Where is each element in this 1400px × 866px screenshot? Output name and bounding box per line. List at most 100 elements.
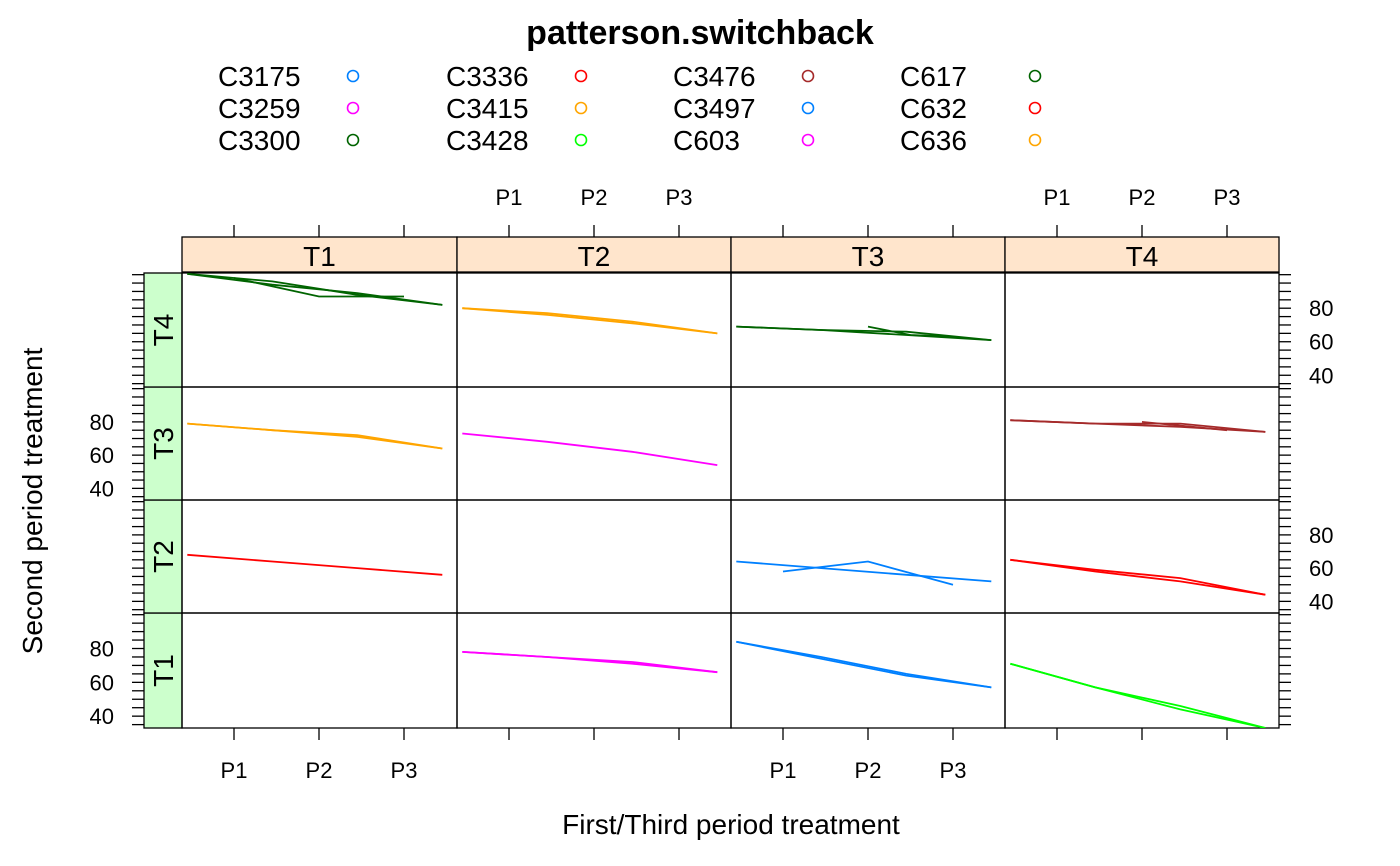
legend-marker [346,69,360,83]
legend-label: C3336 [446,61,529,92]
legend-marker [1028,69,1042,83]
axes: P1 P2 P3 P1 P2 P3 P1 P2 P3 P1 P2 P3 40 60 80 40 60 80 40 60… [90,185,1334,783]
panel-series-group [187,273,443,306]
panel-series-group [1010,558,1266,596]
column-strip [456,236,732,273]
series-line [187,553,443,576]
column-strip-label: T1 [303,241,336,272]
y-tick-label: 80 [90,410,114,435]
y-tick-label: 60 [1309,330,1333,355]
row-strip-label: T2 [148,540,179,573]
series-line [736,640,992,689]
legend-marker [801,133,815,147]
y-axis-label: Second period treatment [17,347,48,654]
x-tick-label: P1 [496,185,523,210]
panel-series-group [1010,662,1266,728]
panel-frame [456,499,732,614]
legend-marker [574,101,588,115]
chart-title: patterson.switchback [526,14,874,52]
y-tick-label: 80 [90,637,114,662]
x-tick-label: P3 [940,758,967,783]
column-strip-label: T4 [1126,241,1159,272]
panel-series-group [187,422,443,450]
y-tick-label: 60 [90,670,114,695]
panel-frame [456,612,732,729]
legend-marker [574,69,588,83]
series-line [1141,421,1228,432]
panels: T1 T2 T3 T4 T1 T2 T3 T4 [143,236,1280,729]
row-strip-label: T1 [148,654,179,687]
series-line [233,277,404,298]
panel-frame [181,499,458,614]
panel-frame [1004,612,1280,729]
row-strip [143,612,183,729]
row-strip [143,272,183,388]
panel-series-group [736,560,992,586]
x-tick-label: P2 [855,758,882,783]
panel-series-group [462,651,718,674]
legend-marker [1028,101,1042,115]
legend-label: C3300 [218,125,301,156]
panel-frame [1004,499,1280,614]
series-line [1010,662,1266,728]
y-tick-label: 40 [1309,363,1333,388]
series-line [1010,558,1266,596]
panel-series-group [462,307,718,335]
legend-label: C3415 [446,93,529,124]
x-tick-label: P2 [1129,185,1156,210]
legend-label: C3175 [218,61,301,92]
y-tick-label: 60 [1309,556,1333,581]
legend-marker [801,101,815,115]
row-strip-label: T4 [148,314,179,347]
legend-label: C617 [900,61,967,92]
x-tick-label: P3 [666,185,693,210]
panel-series-group [736,640,992,689]
legend-label: C3428 [446,125,529,156]
series-line [187,273,443,306]
x-tick-label: P3 [391,758,418,783]
column-strip-label: T3 [852,241,885,272]
legend-label: C3476 [673,61,756,92]
legend-marker [1028,133,1042,147]
legend-label: C636 [900,125,967,156]
y-tick-label: 80 [1309,296,1333,321]
panel-frame [730,386,1006,501]
y-tick-label: 40 [90,704,114,729]
panel-frame [730,612,1006,729]
column-strip-label: T2 [578,241,611,272]
series-line [462,651,718,674]
x-tick-label: P2 [306,758,333,783]
panel-frame [1004,272,1280,388]
legend-marker [574,133,588,147]
column-strip [1004,236,1280,273]
y-tick-label: 80 [1309,523,1333,548]
legend-marker [801,69,815,83]
x-tick-label: P3 [1214,185,1241,210]
legend-label: C632 [900,93,967,124]
y-tick-label: 40 [90,476,114,501]
row-strip [143,499,183,614]
series-line [782,560,954,586]
panel-frame [730,499,1006,614]
series-line [736,560,992,583]
series-line [187,422,443,450]
panel-series-group [1010,419,1266,433]
panel-frame [456,386,732,501]
legend-marker [346,133,360,147]
panel-series-group [187,553,443,576]
y-tick-label: 40 [1309,589,1333,614]
legend-label: C603 [673,125,740,156]
x-tick-label: P2 [581,185,608,210]
series-line [462,307,718,335]
panel-frame [730,272,1006,388]
legend-label: C3497 [673,93,756,124]
y-tick-label: 60 [90,443,114,468]
x-tick-label: P1 [1044,185,1071,210]
x-tick-label: P1 [770,758,797,783]
legend-label: C3259 [218,93,301,124]
column-strip [181,236,458,273]
row-strip-label: T3 [148,427,179,460]
series-line [867,325,954,338]
